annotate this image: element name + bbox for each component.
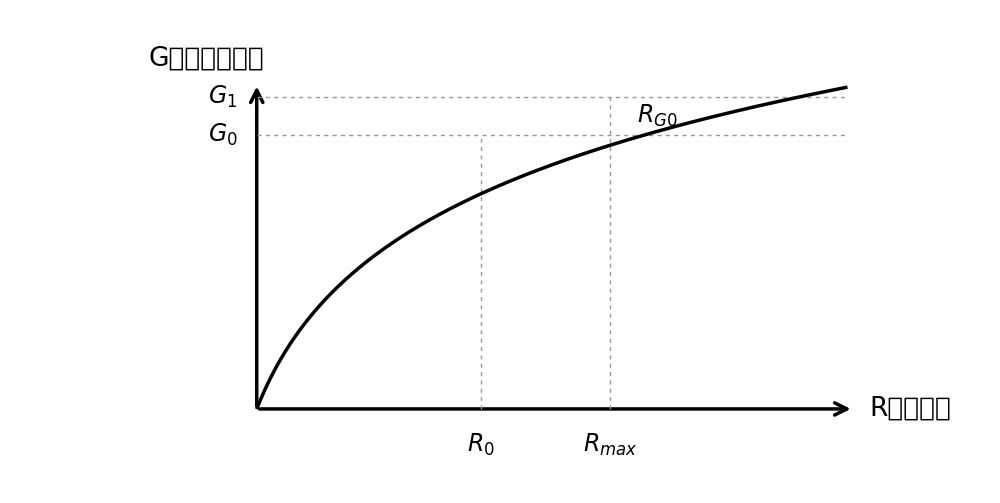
Text: $G_0$: $G_0$: [208, 121, 237, 148]
Text: R（转速）: R（转速）: [869, 396, 951, 422]
Text: $R_0$: $R_0$: [467, 432, 494, 458]
Text: G（混匀效果）: G（混匀效果）: [148, 46, 264, 72]
Text: $G_1$: $G_1$: [208, 84, 237, 110]
Text: $R_{max}$: $R_{max}$: [583, 432, 637, 458]
Text: $R_{G0}$: $R_{G0}$: [637, 103, 678, 129]
